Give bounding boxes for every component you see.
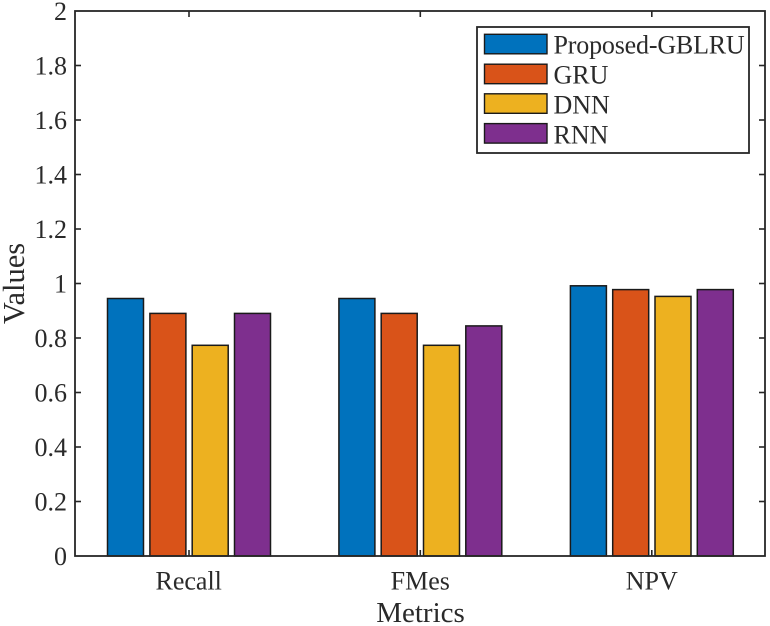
svg-text:1: 1 — [54, 270, 67, 299]
svg-text:NPV: NPV — [626, 567, 678, 596]
svg-text:GRU: GRU — [554, 61, 609, 90]
svg-text:Values: Values — [0, 243, 31, 324]
svg-text:0.4: 0.4 — [35, 433, 68, 462]
svg-text:1.4: 1.4 — [35, 161, 68, 190]
svg-text:Proposed-GBLRU: Proposed-GBLRU — [554, 31, 745, 60]
svg-text:Recall: Recall — [155, 567, 221, 596]
svg-text:1.6: 1.6 — [35, 106, 68, 135]
svg-text:0.8: 0.8 — [35, 324, 68, 353]
svg-text:RNN: RNN — [554, 120, 609, 149]
svg-text:0: 0 — [54, 542, 67, 571]
svg-text:1.8: 1.8 — [35, 52, 68, 81]
svg-text:FMes: FMes — [391, 567, 450, 596]
svg-text:2: 2 — [54, 0, 67, 26]
svg-text:DNN: DNN — [554, 90, 611, 119]
svg-text:0.2: 0.2 — [35, 488, 68, 517]
svg-text:0.6: 0.6 — [35, 379, 68, 408]
svg-text:1.2: 1.2 — [35, 215, 68, 244]
svg-text:Metrics: Metrics — [376, 597, 465, 626]
